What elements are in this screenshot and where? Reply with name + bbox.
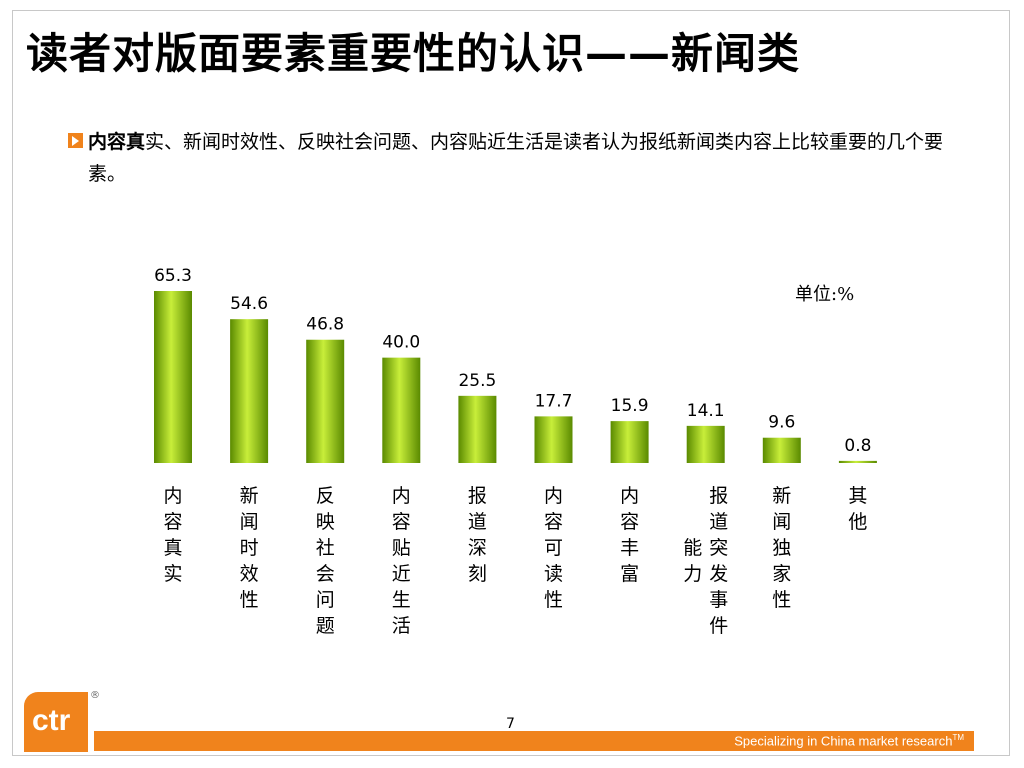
page-number: 7 <box>506 716 515 732</box>
category-label-char: 内 <box>392 485 411 507</box>
bar-value-label: 25.5 <box>458 371 496 391</box>
category-label-char: 他 <box>848 511 867 533</box>
bar-value-label: 15.9 <box>611 396 649 416</box>
category-label-char: 报 <box>709 485 728 507</box>
category-label-char: 深 <box>468 537 487 559</box>
bar <box>458 395 497 463</box>
bar-value-label: 17.7 <box>535 391 573 411</box>
bar-value-label: 54.6 <box>230 294 268 314</box>
category-label-char: 其 <box>848 485 867 507</box>
slide-frame <box>12 10 1010 756</box>
category-label-char: 报 <box>468 485 487 507</box>
category-label-char: 丰 <box>620 537 639 559</box>
ctr-logo: ctr <box>24 692 88 752</box>
bar-value-label: 9.6 <box>768 413 795 433</box>
category-label-char: 事 <box>709 589 728 611</box>
bar-value-label: 40.0 <box>382 333 420 353</box>
category-label-char: 独 <box>772 537 791 559</box>
category-label: 内容贴近生活 <box>392 485 411 637</box>
category-label-char: 社 <box>316 537 335 559</box>
bars-group <box>154 291 877 463</box>
bar <box>306 339 345 463</box>
registered-mark: ® <box>90 690 100 701</box>
category-label-char: 容 <box>620 511 639 533</box>
category-labels-group: 内容真实新闻时效性反映社会问题内容贴近生活报道深刻内容可读性内容丰富能力报道突发… <box>163 485 867 637</box>
category-label-char: 内 <box>163 485 182 507</box>
bar-value-label: 14.1 <box>687 401 725 421</box>
category-label-char: 真 <box>163 537 182 559</box>
category-label-char: 突 <box>709 537 728 559</box>
category-label: 新闻时效性 <box>240 485 259 611</box>
bar <box>382 357 421 463</box>
bar <box>534 416 573 463</box>
category-label: 内容真实 <box>163 485 182 585</box>
trademark-mark: TM <box>952 733 964 742</box>
bullet-bold-text: 内容真 <box>88 131 146 153</box>
category-label: 其他 <box>848 485 867 533</box>
category-label-char: 性 <box>772 589 791 611</box>
footer-text: Specializing in China market researchTM <box>734 733 964 748</box>
bar <box>610 421 649 463</box>
bullet-point: 内容真实、新闻时效性、反映社会问题、内容贴近生活是读者认为报纸新闻类内容上比较重… <box>68 126 968 190</box>
bar-chart: 65.3 54.6 46.8 40.0 25.5 17.7 15.9 14.1 9.6 0.8 内… <box>154 266 877 637</box>
category-label-char: 件 <box>709 615 728 637</box>
category-label-char: 闻 <box>240 511 259 533</box>
bar <box>230 319 269 463</box>
category-label-char: 可 <box>544 537 563 559</box>
category-label-char: 反 <box>316 485 335 507</box>
footer-tagline: Specializing in China market research <box>734 733 953 749</box>
bar <box>686 425 725 463</box>
category-label-char: 道 <box>709 511 728 533</box>
arrow-bullet-icon <box>68 133 83 148</box>
unit-label: 单位:% <box>795 284 855 305</box>
category-label-char: 容 <box>392 511 411 533</box>
category-label-char: 题 <box>316 615 335 637</box>
category-label-char: 内 <box>620 485 639 507</box>
category-label-char: 能 <box>683 537 702 559</box>
category-label-char: 力 <box>683 563 702 585</box>
bullet-text: 内容真实、新闻时效性、反映社会问题、内容贴近生活是读者认为报纸新闻类内容上比较重… <box>88 126 968 190</box>
category-label-char: 闻 <box>772 511 791 533</box>
category-label-char: 刻 <box>468 563 487 585</box>
category-label-char: 富 <box>620 563 639 585</box>
bullet-body-text: 实、新闻时效性、反映社会问题、内容贴近生活是读者认为报纸新闻类内容上比较重要的几… <box>88 131 944 185</box>
category-label-char: 近 <box>392 563 411 585</box>
category-label-char: 实 <box>163 563 182 585</box>
category-label-char: 家 <box>772 563 791 585</box>
category-label-char: 活 <box>392 615 411 637</box>
category-label-char: 生 <box>392 589 411 611</box>
category-label-char: 容 <box>544 511 563 533</box>
category-label-char: 性 <box>544 589 563 611</box>
category-label-char: 性 <box>240 589 259 611</box>
bar-value-label: 65.3 <box>154 266 192 286</box>
category-label: 反映社会问题 <box>316 485 335 637</box>
bar <box>154 291 192 463</box>
category-label-char: 会 <box>316 563 335 585</box>
value-labels-group: 65.3 54.6 46.8 40.0 25.5 17.7 15.9 14.1 9.6 0.8 <box>154 266 871 456</box>
bar-value-label: 46.8 <box>306 315 344 335</box>
category-label-char: 发 <box>709 563 728 585</box>
category-label-char: 效 <box>240 563 259 585</box>
category-label-char: 内 <box>544 485 563 507</box>
bar <box>762 437 801 463</box>
footer-bar: Specializing in China market researchTM <box>94 731 974 751</box>
bar <box>838 460 877 463</box>
category-label-char: 容 <box>163 511 182 533</box>
slide-title: 读者对版面要素重要性的认识——新闻类 <box>26 29 801 78</box>
category-label-char: 映 <box>316 511 335 533</box>
category-label-char: 道 <box>468 511 487 533</box>
bar-value-label: 0.8 <box>844 436 871 456</box>
category-label-char: 新 <box>772 485 791 507</box>
category-label-char: 贴 <box>392 537 411 559</box>
category-label-char: 读 <box>544 563 563 585</box>
category-label-char: 新 <box>240 485 259 507</box>
category-label-char: 时 <box>240 537 259 559</box>
category-label-char: 问 <box>316 589 335 611</box>
